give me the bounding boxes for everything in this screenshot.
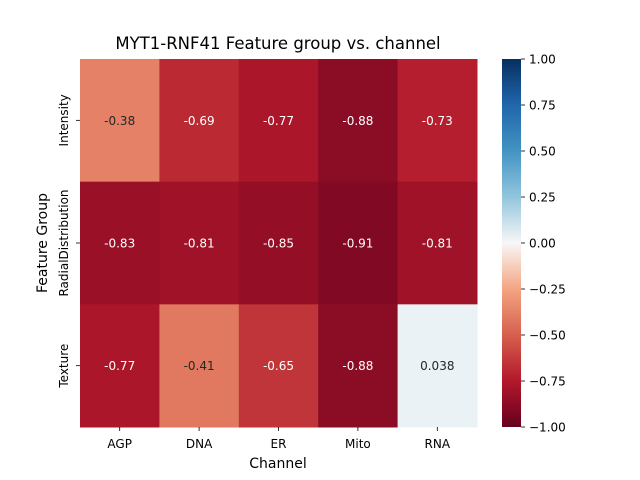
heatmap-cell [159,304,240,428]
cell-value-label: -0.85 [263,237,294,251]
x-tick-label: RNA [425,437,451,451]
colorbar-tick-label: 0.75 [529,99,556,113]
y-axis-label: Feature Group [35,193,51,293]
colorbar-tick-label: −0.50 [529,329,566,343]
y-tick-label: Texture [57,344,71,389]
colorbar: 1.00 0.75 0.50 0.25 0.00 −0.25 −0.50 −0.75 −1.00 [502,53,566,435]
heatmap-cell [159,59,240,183]
cell-value-label: -0.65 [263,359,294,373]
colorbar-tick-label: −0.25 [529,283,566,297]
cell-value-label: -0.77 [263,114,294,128]
heatmap-cells: -0.38 -0.69 -0.77 -0.88 -0.73 -0.83 -0.81 -0.85… [80,59,478,428]
cell-value-label: 0.038 [420,359,454,373]
heatmap-cell [318,59,399,183]
y-tick-label: Intensity [57,94,71,146]
heatmap-cell [318,304,399,428]
cell-value-label: -0.38 [104,114,135,128]
x-tick-label: AGP [107,437,132,451]
colorbar-tick-label: 0.50 [529,145,556,159]
cell-value-label: -0.88 [342,114,373,128]
colorbar-tick-label: 1.00 [529,53,556,67]
cell-value-label: -0.81 [184,237,215,251]
heatmap-cell [397,304,478,428]
y-axis: Intensity RadialDistribution Texture [57,94,80,389]
heatmap-cell [80,181,160,305]
cell-value-label: -0.73 [422,114,453,128]
cell-value-label: -0.41 [184,359,215,373]
heatmap-cell [397,59,478,183]
cell-value-label: -0.81 [422,237,453,251]
chart-title: MYT1-RNF41 Feature group vs. channel [115,34,440,53]
cell-value-label: -0.88 [342,359,373,373]
x-axis-label: Channel [249,456,306,472]
y-tick-label: RadialDistribution [57,189,71,296]
heatmap-cell [80,304,160,428]
heatmap-cell [238,59,319,183]
cell-value-label: -0.77 [104,359,135,373]
heatmap-cell [159,181,240,305]
colorbar-tick-label: −1.00 [529,421,566,435]
x-tick-label: DNA [186,437,213,451]
colorbar-tick-label: 0.25 [529,191,556,205]
x-tick-label: Mito [345,437,371,451]
heatmap-cell [238,304,319,428]
cell-value-label: -0.69 [184,114,215,128]
heatmap-cell [238,181,319,305]
colorbar-tick-label: 0.00 [529,237,556,251]
colorbar-tick-label: −0.75 [529,375,566,389]
heatmap-cell [318,181,399,305]
cell-value-label: -0.91 [342,237,373,251]
x-axis: AGP DNA ER Mito RNA [107,427,451,451]
heatmap-cell [80,59,160,183]
heatmap-cell [397,181,478,305]
x-tick-label: ER [271,437,287,451]
colorbar-gradient [502,59,521,427]
cell-value-label: -0.83 [104,237,135,251]
